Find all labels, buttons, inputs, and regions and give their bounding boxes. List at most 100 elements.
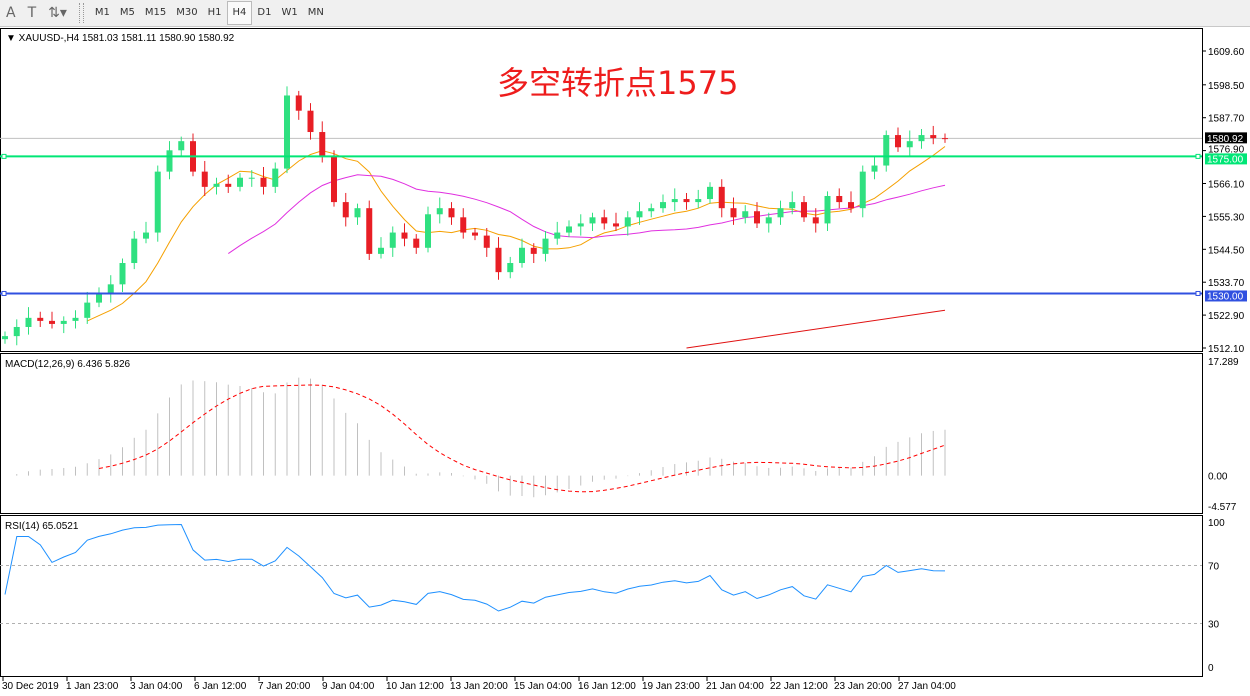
candle-body	[613, 223, 619, 227]
price-tick-label: 1522.90	[1208, 311, 1245, 322]
price-tick-label: 1587.70	[1208, 114, 1245, 125]
timeframe-m15-button[interactable]: M15	[144, 7, 167, 18]
candle-body	[96, 293, 102, 303]
candle-body	[554, 232, 561, 239]
rsi-tick-label: 0	[1208, 663, 1214, 674]
candle-body	[307, 110, 314, 133]
candle-body	[72, 317, 79, 321]
candle-body	[765, 217, 772, 224]
candle-body	[248, 177, 255, 179]
candle-body	[836, 195, 843, 203]
time-tick-label: 23 Jan 20:00	[834, 681, 892, 692]
price-tick-label: 1609.60	[1208, 47, 1245, 58]
time-tick-label: 27 Jan 04:00	[898, 681, 956, 692]
chart-header-symbol: ▼ XAUUSD-,H4 1581.03 1581.11 1580.90 158…	[6, 33, 235, 44]
candle-body	[37, 317, 44, 321]
rsi-tick-label: 100	[1208, 518, 1225, 529]
line-handle	[1195, 290, 1201, 296]
rsi-line	[4, 523, 946, 612]
price-tick-label: 1533.70	[1208, 278, 1245, 289]
candle-body	[237, 177, 243, 187]
chart-area[interactable]: 1609.60 1598.50 1587.70 1576.90 1566.10 1555.…	[0, 26, 1250, 696]
candle-body	[530, 247, 537, 254]
candle-body	[213, 183, 220, 187]
candle-body	[154, 171, 161, 233]
candle-body	[49, 320, 55, 324]
candle-body	[660, 202, 666, 209]
current-price-badge	[1205, 132, 1247, 144]
candle-body	[859, 171, 866, 209]
candle-body	[871, 165, 878, 172]
line-handle	[1, 153, 7, 159]
candle-body	[942, 138, 948, 140]
macd-signal-line	[98, 384, 946, 493]
timeframe-m1-button[interactable]: M1	[94, 7, 110, 18]
candle-body	[789, 202, 796, 209]
candle-body	[495, 247, 502, 273]
rsi-label: RSI(14) 65.0521	[5, 521, 79, 532]
time-tick-label: 30 Dec 2019	[2, 681, 59, 692]
text-tool-button[interactable]: A	[6, 5, 16, 21]
candle-body	[589, 217, 596, 224]
candle-body	[671, 199, 678, 203]
candle-body	[448, 208, 455, 218]
timeframe-m30-button[interactable]: M30	[176, 7, 198, 18]
current-price-label: 1580.92	[1207, 134, 1244, 145]
candle-body	[483, 235, 490, 248]
candle-body	[624, 217, 631, 227]
macd-panel-frame	[0, 353, 1203, 514]
rsi-tick-label: 70	[1208, 562, 1220, 573]
macd-label: MACD(12,26,9) 6.436 5.826	[5, 359, 131, 370]
price-tick-label: 1576.90	[1208, 144, 1245, 155]
line-handle	[1, 290, 7, 296]
candle-body	[519, 247, 525, 264]
timeframe-d1-button[interactable]: D1	[257, 7, 272, 18]
candle-body	[131, 238, 138, 264]
candle-body	[801, 202, 807, 218]
candle-body	[319, 132, 326, 157]
time-tick-label: 22 Jan 12:00	[770, 681, 828, 692]
candle-body	[166, 150, 173, 172]
candle-body	[201, 171, 208, 187]
candle-body	[354, 208, 361, 218]
timeframe-h1-button[interactable]: H1	[207, 7, 222, 18]
candle-body	[636, 211, 643, 218]
toolbar: A T ⇅▾ M1 M5 M15 M30 H1 H4 D1 W1 MN	[0, 0, 1250, 27]
candle-body	[2, 336, 8, 340]
candle-body	[918, 135, 925, 142]
time-tick-label: 13 Jan 20:00	[450, 681, 508, 692]
timeframe-mn-button[interactable]: MN	[307, 7, 324, 18]
candle-body	[812, 217, 819, 224]
candle-body	[436, 208, 443, 215]
time-tick-label: 1 Jan 23:00	[66, 681, 119, 692]
candle-body	[507, 263, 514, 273]
candle-body	[225, 183, 232, 187]
main-panel-frame	[0, 28, 1203, 352]
time-tick-label: 10 Jan 12:00	[386, 681, 444, 692]
time-tick-label: 19 Jan 23:00	[642, 681, 700, 692]
time-tick-label: 6 Jan 12:00	[194, 681, 247, 692]
price-tick-label: 1566.10	[1208, 180, 1245, 191]
candle-body	[648, 208, 655, 212]
candle-body	[107, 284, 114, 294]
timeframe-m5-button[interactable]: M5	[119, 7, 135, 18]
candle-body	[707, 186, 713, 200]
candle-body	[848, 202, 854, 209]
toolbar-separator	[78, 3, 84, 23]
candle-body	[695, 199, 702, 203]
timeframe-h4-button[interactable]: H4	[226, 1, 253, 25]
candle-body	[366, 208, 373, 254]
candle-body	[260, 177, 267, 187]
line-handle	[1195, 153, 1201, 159]
candle-body	[425, 214, 431, 248]
candle-body	[143, 232, 149, 239]
candle-body	[718, 186, 725, 209]
candle-body	[295, 95, 302, 111]
text-label-tool-button[interactable]: T	[27, 5, 37, 21]
candle-body	[601, 217, 608, 224]
price-tick-label: 1512.10	[1208, 344, 1245, 355]
candle-body	[25, 317, 32, 327]
candle-body	[906, 141, 913, 148]
timeframe-w1-button[interactable]: W1	[281, 7, 298, 18]
arrows-tool-button[interactable]: ⇅▾	[48, 5, 67, 21]
